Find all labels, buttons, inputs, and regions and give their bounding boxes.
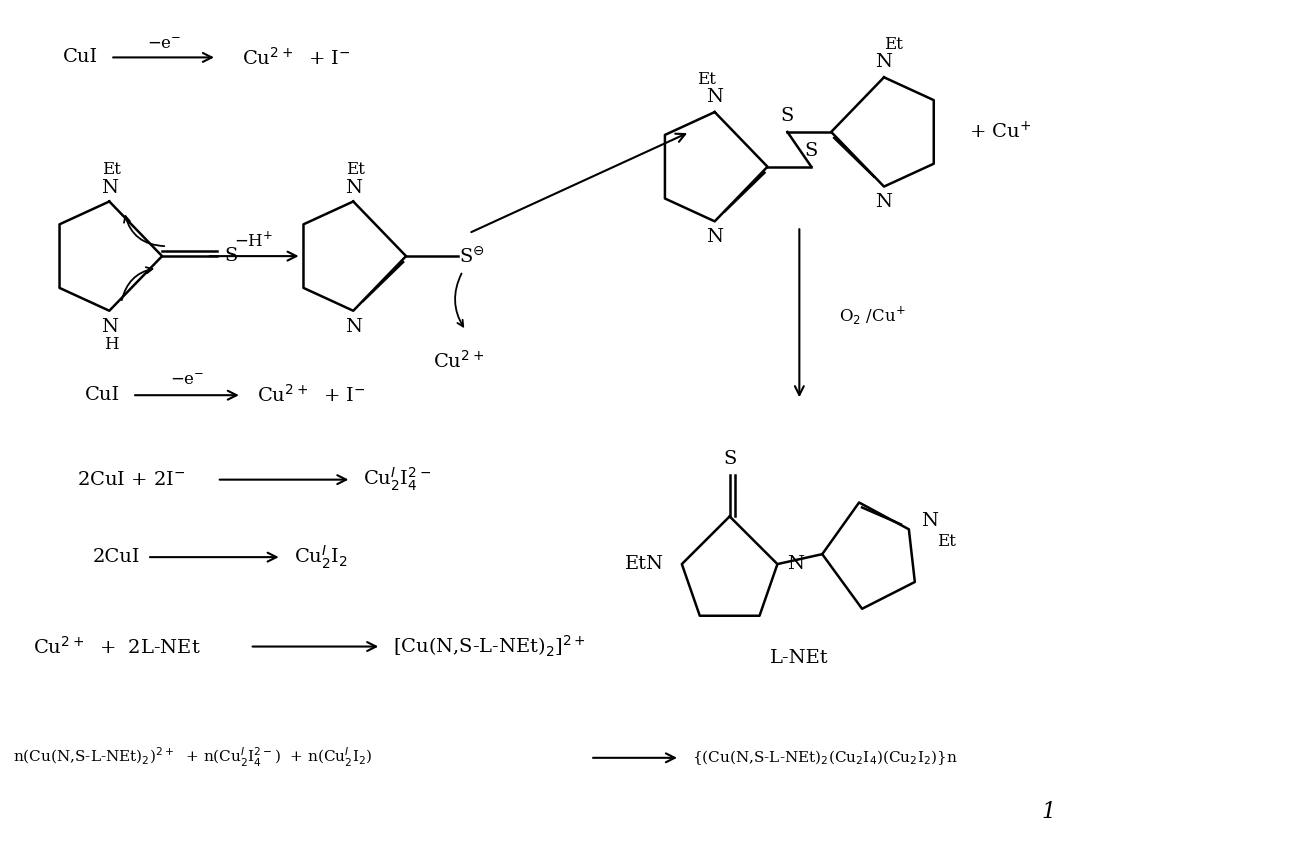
FancyArrowPatch shape [124,216,164,246]
Text: + Cu$^{+}$: + Cu$^{+}$ [968,122,1031,143]
FancyArrowPatch shape [455,273,463,327]
Text: H: H [103,336,119,353]
Text: Cu$^{2+}$  + I$^{-}$: Cu$^{2+}$ + I$^{-}$ [242,47,350,68]
Text: Cu$^{I}_{2}$I$_{4}^{2-}$: Cu$^{I}_{2}$I$_{4}^{2-}$ [363,466,432,494]
Text: N: N [787,555,804,573]
Text: 1: 1 [1041,802,1055,824]
Text: n(Cu(N,S-L-NEt)$_{2}$)$^{2+}$  + n(Cu$^{I}_{2}$I$_{4}^{2-}$)  + n(Cu$^{I}_{2}$I$: n(Cu(N,S-L-NEt)$_{2}$)$^{2+}$ + n(Cu$^{I… [13,746,372,769]
Text: Et: Et [884,36,904,53]
Text: Cu$^{2+}$  + I$^{-}$: Cu$^{2+}$ + I$^{-}$ [257,385,365,406]
Text: S: S [781,107,794,125]
FancyArrowPatch shape [122,267,153,300]
Text: S: S [723,450,736,468]
Text: O$_{2}$ /Cu$^{+}$: O$_{2}$ /Cu$^{+}$ [839,305,906,327]
Text: N: N [921,512,937,530]
Text: $-$H$^{+}$: $-$H$^{+}$ [234,231,273,251]
Text: CuI: CuI [63,49,98,66]
Text: Cu$^{I}_{2}$I$_{2}$: Cu$^{I}_{2}$I$_{2}$ [294,544,348,571]
Text: N: N [345,317,362,335]
Text: Et: Et [102,161,120,178]
Text: Et: Et [697,71,716,88]
Text: N: N [101,317,118,335]
Text: $-$e$^{-}$: $-$e$^{-}$ [169,372,204,389]
Text: L-NEt: L-NEt [771,649,829,667]
Text: Et: Et [936,533,956,550]
Text: $-$e$^{-}$: $-$e$^{-}$ [147,36,181,53]
Text: [Cu(N,S-L-NEt)$_{2}$]$^{2+}$: [Cu(N,S-L-NEt)$_{2}$]$^{2+}$ [393,634,586,660]
Text: S: S [804,142,818,160]
Text: Cu$^{2+}$: Cu$^{2+}$ [433,350,485,371]
Text: Cu$^{2+}$  +  2L-NEt: Cu$^{2+}$ + 2L-NEt [32,636,200,658]
Text: S$^{\ominus}$: S$^{\ominus}$ [459,246,485,266]
Text: N: N [875,193,892,211]
Text: Et: Et [345,161,365,178]
Text: S: S [224,247,238,266]
Text: N: N [345,179,362,197]
Text: EtN: EtN [625,555,663,573]
Text: CuI: CuI [85,386,120,404]
Text: {(Cu(N,S-L-NEt)$_{2}$(Cu$_{2}$I$_{4}$)(Cu$_{2}$I$_{2}$)}n: {(Cu(N,S-L-NEt)$_{2}$(Cu$_{2}$I$_{4}$)(C… [692,748,958,768]
Text: 2CuI: 2CuI [92,548,140,566]
Text: N: N [706,89,723,106]
Text: N: N [875,54,892,71]
Text: N: N [101,179,118,197]
Text: 2CuI + 2I$^{-}$: 2CuI + 2I$^{-}$ [78,471,186,488]
Text: N: N [706,228,723,246]
